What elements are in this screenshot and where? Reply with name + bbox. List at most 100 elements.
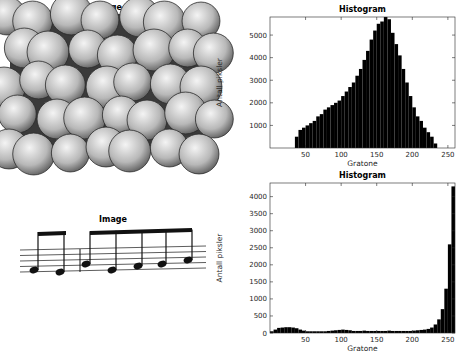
plot-area <box>270 183 455 333</box>
panel: Image <box>20 215 206 300</box>
apple <box>179 134 219 174</box>
histogram-bar <box>409 96 413 148</box>
x-tick <box>305 145 306 148</box>
note-stem <box>89 231 90 264</box>
histogram-bar <box>402 69 406 148</box>
histogram-bar <box>444 289 448 333</box>
y-tick <box>452 247 455 248</box>
x-tick-label: 100 <box>334 151 347 159</box>
histogram-bar <box>284 327 288 333</box>
histogram-bar <box>387 331 391 333</box>
y-tick-label: 1500 <box>249 278 267 286</box>
histogram-bar <box>384 17 388 148</box>
histogram-bar <box>370 40 374 148</box>
y-tick <box>452 281 455 282</box>
histogram-bar <box>277 328 281 333</box>
y-tick <box>452 102 455 103</box>
y-tick <box>452 125 455 126</box>
histogram-bar <box>437 319 441 333</box>
histogram-bar <box>363 60 367 148</box>
panel-title: Histogram <box>339 5 386 14</box>
note-stem <box>63 232 64 272</box>
histogram-bar <box>373 31 377 148</box>
x-tick <box>305 183 306 186</box>
histogram-bar <box>391 331 395 333</box>
staff-line <box>20 263 206 267</box>
staff-line <box>20 252 206 256</box>
histogram-bar <box>274 330 278 333</box>
y-tick <box>452 264 455 265</box>
y-axis-title: Antall piksler <box>215 57 224 107</box>
histogram-bar <box>281 328 285 333</box>
x-tick <box>376 330 377 333</box>
figure: Image Histogram 50100150200250100020003000… <box>0 0 464 360</box>
x-tick-label: 50 <box>301 336 310 344</box>
bars <box>270 186 455 333</box>
histogram-bar <box>434 324 438 333</box>
histogram-bar <box>352 331 356 333</box>
note-stem <box>37 232 38 270</box>
y-tick <box>270 230 273 231</box>
histogram-bar <box>341 330 345 333</box>
histogram-bar <box>313 121 317 148</box>
histogram-bar <box>295 137 299 148</box>
y-tick <box>452 230 455 231</box>
x-tick <box>447 145 448 148</box>
histogram-bar <box>384 331 388 333</box>
histogram-bar <box>402 331 406 333</box>
histogram-bar <box>409 331 413 333</box>
axes: 5010015020025010002000300040005000 <box>249 17 455 159</box>
apple <box>109 130 151 172</box>
histogram-bar <box>338 101 342 148</box>
y-tick-label: 2000 <box>249 99 267 107</box>
histogram-bar <box>341 96 345 148</box>
histogram-bar <box>348 330 352 333</box>
x-tick <box>341 330 342 333</box>
beam <box>38 231 66 236</box>
y-tick-label: 4000 <box>249 54 267 62</box>
x-tick <box>447 330 448 333</box>
histogram-bar <box>355 76 359 148</box>
histogram-bar <box>405 331 409 333</box>
histogram-bar <box>355 331 359 333</box>
apple <box>13 133 55 175</box>
histogram-bar <box>416 116 420 148</box>
x-tick <box>305 330 306 333</box>
x-tick <box>412 330 413 333</box>
histogram-bar <box>295 328 299 333</box>
histogram-bar <box>395 331 399 333</box>
panel: Histogram 5010015020025010002000300040005… <box>215 5 455 168</box>
histogram-bar <box>316 116 320 148</box>
y-tick <box>452 35 455 36</box>
histogram-bar <box>377 24 381 148</box>
histogram-bar <box>448 244 452 333</box>
x-tick <box>376 17 377 20</box>
y-tick-label: 2000 <box>249 261 267 269</box>
y-tick-label: 2500 <box>249 244 267 252</box>
histogram-bar <box>416 330 420 333</box>
histogram-bar <box>366 51 370 148</box>
apple <box>114 63 152 101</box>
panel-title: Image <box>99 215 127 224</box>
histogram-bar <box>419 330 423 333</box>
x-tick <box>447 183 448 186</box>
histogram-bar <box>338 330 342 333</box>
panel: Histogram5010015020025005001000150020002… <box>215 171 455 353</box>
y-tick-label: 0 <box>263 330 267 338</box>
y-tick <box>270 125 273 126</box>
histogram-bar <box>412 331 416 333</box>
histogram-bar <box>398 55 402 148</box>
histogram-bar <box>398 331 402 333</box>
panel: Image <box>0 0 233 175</box>
histogram-bar <box>334 103 338 148</box>
y-tick <box>270 196 273 197</box>
histogram-bar <box>323 110 327 148</box>
histogram-bar <box>327 331 331 333</box>
bar-line <box>80 249 81 272</box>
histogram-bar <box>345 330 349 333</box>
histogram-bar <box>405 83 409 149</box>
x-tick <box>412 17 413 20</box>
histogram-bar <box>345 92 349 148</box>
beam <box>90 228 192 235</box>
histogram-bar <box>320 114 324 148</box>
